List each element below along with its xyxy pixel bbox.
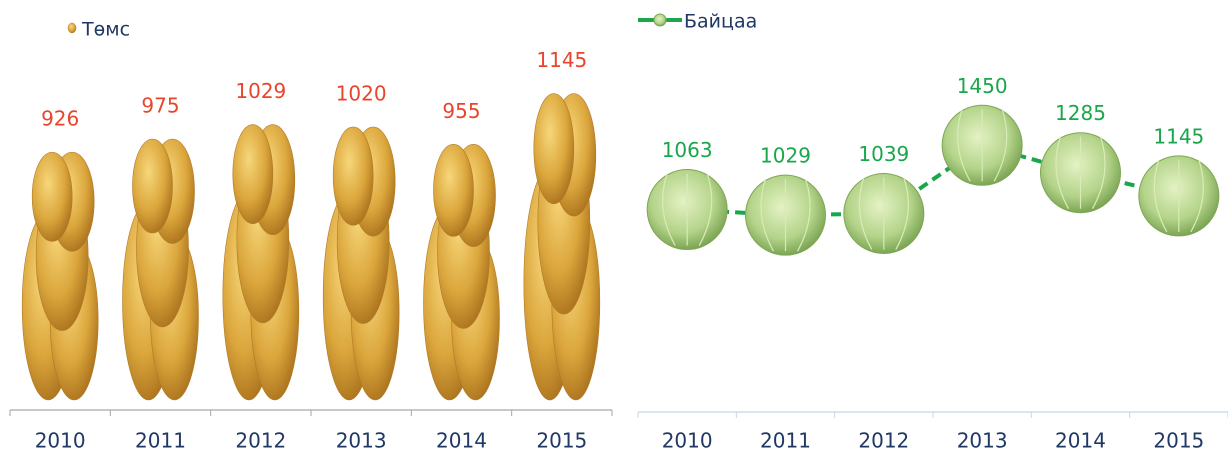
marker [647,170,727,250]
bar [424,144,500,400]
marker [746,175,826,255]
potato-part [32,152,72,241]
x-tick-label: 2011 [135,429,186,453]
bar [323,127,399,400]
marker [1139,156,1219,236]
x-tick-label: 2013 [336,429,387,453]
value-label: 955 [442,99,480,123]
legend-marker [68,23,76,33]
bar [223,125,299,400]
value-label: 1063 [662,138,713,162]
marker [942,105,1022,185]
value-label: 1039 [858,142,909,166]
value-label: 1450 [957,74,1008,98]
x-tick-label: 2010 [35,429,86,453]
page: {"chart_data": [ {"type": "bar", "catego… [0,0,1228,461]
value-label: 926 [41,107,79,131]
bar [524,93,600,400]
potato-part [133,139,173,233]
x-tick-label: 2015 [1153,429,1204,453]
legend-label: Төмс [81,19,130,41]
x-tick-label: 2011 [760,429,811,453]
bar [22,152,98,400]
x-tick-label: 2015 [536,429,587,453]
marker [1041,133,1121,213]
bar [123,139,199,400]
x-tick-label: 2012 [858,429,909,453]
charts: 2010 2011 2012 2013 2014 2015 Төмс 926 975 1029 10… [0,0,1228,461]
value-label: 1145 [1153,124,1204,148]
x-tick-label: 2012 [235,429,286,453]
legend-marker [654,14,666,26]
value-label: 1029 [235,79,286,103]
legend-label: Байцаа [684,11,757,33]
marker [844,174,924,254]
potato-part [534,93,574,203]
x-tick-label: 2014 [436,429,487,453]
potato-part [434,144,474,236]
x-tick-label: 2013 [957,429,1008,453]
x-tick-label: 2014 [1055,429,1106,453]
value-label: 975 [141,94,179,118]
value-label: 1020 [336,81,387,105]
value-label: 1285 [1055,101,1106,125]
potato-part [233,125,273,224]
x-tick-label: 2010 [662,429,713,453]
value-label: 1145 [536,48,587,72]
value-label: 1029 [760,144,811,168]
potato-part [333,127,373,225]
